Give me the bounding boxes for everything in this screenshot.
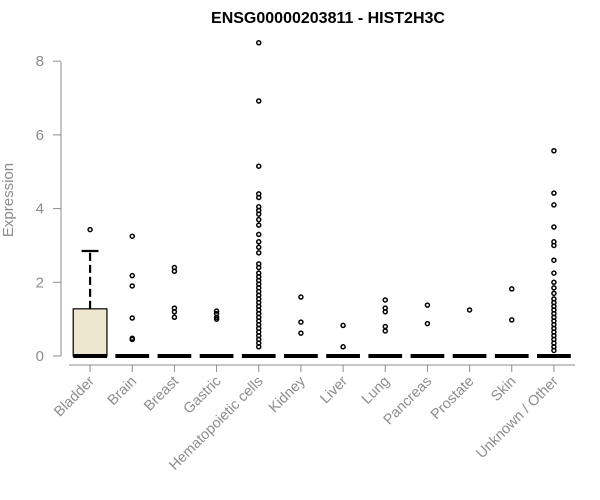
x-tick-label: Brain: [105, 374, 140, 409]
outlier-point: [340, 322, 346, 329]
outlier-point: [424, 320, 431, 327]
outlier-point: [256, 194, 262, 201]
box-group: [368, 297, 403, 358]
outlier-point: [129, 336, 135, 343]
outlier-point: [551, 347, 557, 354]
y-tick-label: 8: [36, 53, 44, 70]
outlier-point: [256, 344, 262, 350]
outlier-point: [551, 147, 557, 154]
outlier-point: [382, 309, 388, 315]
outlier-point: [129, 283, 135, 289]
y-tick-label: 6: [36, 127, 44, 144]
box-group: [494, 286, 529, 358]
outlier-point: [298, 319, 304, 325]
outlier-point: [551, 242, 557, 249]
outlier-point: [551, 285, 557, 291]
outlier-point: [129, 315, 135, 321]
outlier-point: [382, 328, 388, 334]
outlier-point: [509, 286, 515, 292]
y-tick-label: 4: [36, 201, 44, 218]
box-plots: [72, 40, 571, 358]
outlier-point: [213, 308, 220, 314]
outlier-point: [424, 302, 431, 308]
outlier-point: [129, 233, 135, 239]
box-group: [199, 308, 234, 358]
outlier-point: [551, 279, 557, 286]
box-group: [452, 307, 487, 358]
outlier-point: [509, 317, 515, 323]
x-tick-label: Skin: [488, 374, 519, 405]
outlier-point: [256, 231, 262, 238]
y-ticks: 0 2 4 6 8: [36, 53, 61, 365]
outlier-point: [256, 250, 262, 256]
box-group: [115, 233, 150, 358]
outlier-point: [256, 239, 262, 245]
outlier-point: [213, 316, 220, 322]
outlier-point: [171, 314, 178, 321]
outlier-point: [256, 98, 262, 104]
x-tick-label: Prostate: [428, 374, 477, 423]
box-iqr: [72, 308, 108, 357]
outlier-point: [551, 190, 557, 196]
outlier-point: [340, 344, 346, 350]
outlier-point: [298, 294, 304, 300]
outlier-point: [298, 330, 304, 336]
outlier-point: [256, 244, 262, 251]
outlier-point: [551, 290, 557, 297]
y-axis-label: Expression: [0, 163, 17, 237]
box-group: [537, 147, 571, 358]
outlier-point: [551, 224, 557, 230]
box-group: [72, 226, 108, 358]
x-tick-label: Bladder: [51, 373, 98, 420]
outlier-point: [551, 202, 557, 208]
outlier-point: [171, 268, 178, 274]
outlier-point: [256, 222, 262, 228]
outlier-point: [256, 40, 262, 46]
y-tick-label: 2: [36, 274, 44, 291]
outlier-point: [256, 264, 262, 271]
box-group: [241, 40, 276, 358]
x-tick-label: Liver: [317, 373, 351, 407]
outlier-point: [129, 272, 135, 279]
outlier-point: [256, 216, 262, 223]
x-tick-label: Lung: [359, 374, 393, 408]
outlier-point: [256, 211, 262, 217]
box-group: [410, 302, 445, 358]
box-group: [284, 294, 318, 358]
outlier-point: [171, 309, 178, 315]
chart-title: ENSG00000203811 - HIST2H3C: [211, 10, 445, 27]
outlier-point: [87, 226, 93, 233]
outlier-point: [382, 323, 388, 330]
x-tick-label: Kidney: [266, 373, 309, 416]
outlier-point: [551, 257, 557, 263]
box-group: [326, 322, 360, 358]
outlier-point: [256, 163, 262, 169]
outlier-point: [466, 307, 473, 313]
x-tick-label: Breast: [141, 374, 182, 415]
y-tick-label: 0: [36, 348, 44, 365]
box-group: [157, 264, 192, 358]
outlier-point: [551, 270, 557, 276]
outlier-point: [382, 297, 388, 303]
